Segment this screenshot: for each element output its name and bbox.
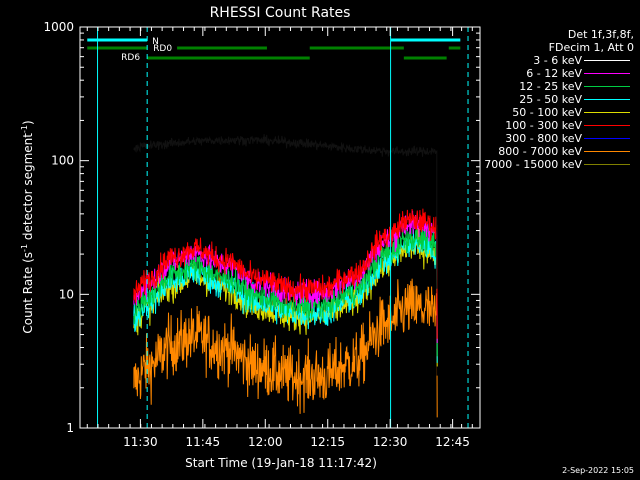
- legend-label: 6 - 12 keV: [526, 67, 582, 80]
- legend-label: 50 - 100 keV: [512, 106, 582, 119]
- y-tick-label: 10: [59, 287, 74, 301]
- series-line-12-25-keV: [133, 220, 438, 357]
- legend-item: 50 - 100 keV: [478, 106, 634, 119]
- legend-swatch: [584, 151, 630, 152]
- chart-title: RHESSI Count Rates: [210, 5, 351, 21]
- x-tick-label: 12:30: [373, 435, 408, 449]
- legend-swatch: [584, 125, 630, 126]
- axes: 1 10 100 1000 11:30 11:45 12:00 12:15 12:30 12:45: [43, 20, 481, 449]
- legend-item: 100 - 300 keV: [478, 119, 634, 132]
- legend-swatch: [584, 112, 630, 113]
- series-line-100-300-keV: [133, 208, 438, 339]
- legend-label: 25 - 50 keV: [519, 93, 582, 106]
- x-axis-label: Start Time (19-Jan-18 11:17:42): [185, 456, 377, 470]
- legend: Det 1f,3f,8f, FDecim 1, Att 0 3 - 6 keV 6…: [478, 28, 634, 171]
- series-line-3-6-keV: [133, 134, 438, 289]
- legend-label: 800 - 7000 keV: [498, 145, 582, 158]
- legend-item: 12 - 25 keV: [478, 80, 634, 93]
- x-tick-label: 11:45: [186, 435, 221, 449]
- legend-item: 800 - 7000 keV: [478, 145, 634, 158]
- y-tick-label: 100: [51, 154, 74, 168]
- y-tick-label: 1: [66, 421, 74, 435]
- legend-swatch: [584, 99, 630, 100]
- legend-item: 25 - 50 keV: [478, 93, 634, 106]
- x-tick-label: 12:45: [435, 435, 470, 449]
- legend-swatch: [584, 73, 630, 74]
- flag-label-rd0: RD0: [153, 44, 172, 54]
- flag-label-n: N: [152, 37, 159, 47]
- legend-label: 3 - 6 keV: [533, 54, 582, 67]
- legend-item: 7000 - 15000 keV: [478, 158, 634, 171]
- legend-swatch: [584, 60, 630, 61]
- y-tick-label: 1000: [43, 20, 74, 34]
- plot-timestamp: 2-Sep-2022 15:05: [562, 466, 634, 475]
- legend-item: 6 - 12 keV: [478, 67, 634, 80]
- legend-swatch: [584, 138, 630, 139]
- flag-label-rd6: RD6: [121, 53, 140, 63]
- legend-swatch: [584, 86, 630, 87]
- legend-label: 100 - 300 keV: [505, 119, 582, 132]
- legend-label: 300 - 800 keV: [505, 132, 582, 145]
- plot-area: [80, 27, 480, 428]
- x-tick-label: 12:00: [248, 435, 283, 449]
- legend-header-decimation: FDecim 1, Att 0: [548, 41, 634, 54]
- vertical-markers: [97, 27, 469, 428]
- legend-item: 300 - 800 keV: [478, 132, 634, 145]
- x-tick-label: 11:30: [123, 435, 158, 449]
- series-line-800-7000-keV: [133, 278, 438, 418]
- legend-header-detectors: Det 1f,3f,8f,: [567, 28, 634, 41]
- x-tick-label: 12:15: [310, 435, 345, 449]
- legend-label: 12 - 25 keV: [519, 80, 582, 93]
- legend-swatch: [584, 164, 630, 165]
- legend-item: 3 - 6 keV: [478, 54, 634, 67]
- y-axis-label: Count Rate (s-1 detector segment-1): [20, 120, 35, 333]
- legend-label: 7000 - 15000 keV: [484, 158, 582, 171]
